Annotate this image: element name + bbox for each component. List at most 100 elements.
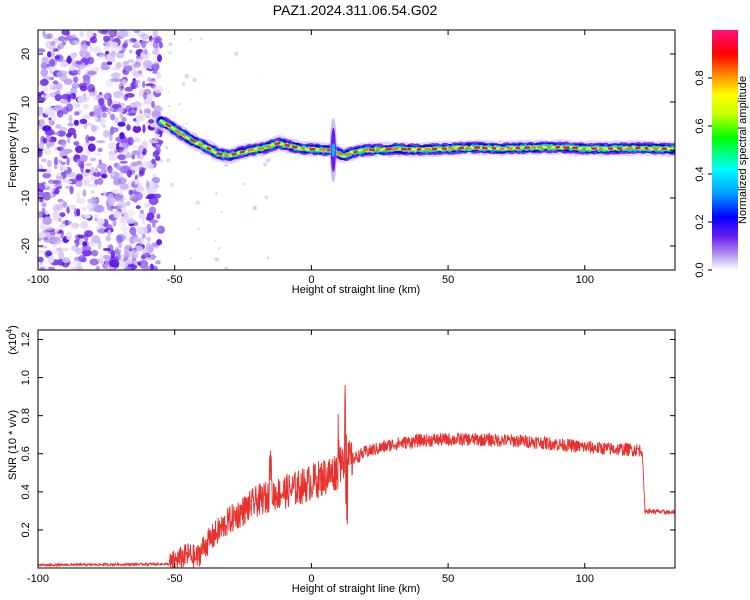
noise-blob [124, 65, 133, 72]
noise-blob [156, 72, 161, 79]
noise-blob [80, 85, 87, 91]
noise-blob [113, 220, 117, 226]
noise-blob [55, 94, 62, 101]
noise-blob [72, 83, 80, 89]
noise-blob [157, 54, 162, 62]
noise-blob [88, 198, 98, 204]
noise-blob [134, 179, 138, 185]
noise-blob [40, 119, 45, 126]
noise-blob [87, 71, 97, 75]
noise-blob [106, 236, 111, 242]
chart-title: PAZ1.2024.311.06.54.G02 [273, 2, 438, 18]
noise-blob [98, 98, 104, 106]
noise-blob [121, 207, 127, 212]
noise-blob [57, 45, 60, 52]
noise-blob [115, 117, 119, 124]
noise-blob [153, 193, 162, 198]
noise-blob [151, 254, 156, 260]
noise-blob [150, 181, 156, 188]
noise-blob [140, 227, 148, 234]
x-tick-label: 50 [442, 573, 454, 585]
y-tick-label: 0.6 [20, 446, 32, 461]
noise-blob [122, 143, 127, 148]
ridge-peak [241, 152, 244, 153]
noise-blob [66, 157, 69, 165]
spike-blob [332, 143, 336, 157]
noise-blob [74, 208, 77, 217]
noise-blob [60, 145, 65, 150]
noise-blob [103, 36, 110, 42]
noise-blob [133, 261, 138, 265]
noise-blob [94, 205, 104, 213]
noise-blob [59, 160, 62, 164]
noise-blob [98, 148, 103, 152]
noise-blob [141, 161, 151, 168]
noise-blob [127, 220, 136, 224]
noise-blob [80, 44, 89, 49]
noise-blob [242, 183, 245, 186]
noise-blob [266, 158, 271, 163]
noise-blob [267, 256, 270, 259]
ridge-peak [293, 147, 297, 148]
noise-blob [108, 109, 112, 115]
y-tick-label: 10 [20, 96, 32, 108]
noise-blob [74, 120, 79, 126]
noise-blob [108, 229, 112, 236]
noise-blob [58, 36, 66, 41]
noise-blob [79, 31, 84, 37]
noise-blob [65, 220, 69, 226]
noise-blob [72, 40, 75, 44]
noise-blob [118, 177, 127, 184]
noise-blob [36, 125, 43, 130]
noise-blob [84, 214, 91, 218]
noise-blob [79, 161, 85, 169]
noise-blob [134, 42, 139, 47]
noise-blob [39, 142, 44, 150]
noise-blob [261, 74, 263, 76]
noise-blob [57, 71, 63, 77]
colorbar-gradient [712, 30, 738, 270]
y-tick-label: 0 [20, 147, 32, 153]
noise-blob [88, 144, 96, 152]
noise-blob [117, 154, 126, 160]
noise-blob [42, 203, 47, 208]
y-tick-label: 0.4 [20, 484, 32, 499]
x-tick-label: -50 [167, 573, 183, 585]
noise-blob [168, 51, 171, 54]
noise-blob [200, 37, 203, 40]
noise-blob [42, 208, 46, 216]
noise-blob [124, 251, 130, 259]
noise-blob [94, 153, 101, 156]
noise-blob [50, 236, 60, 242]
spectrogram-y-label: Frequency (Hz) [7, 112, 19, 188]
y-tick-label: -10 [20, 190, 32, 206]
noise-blob [140, 33, 149, 39]
noise-blob [129, 227, 136, 235]
noise-blob [127, 137, 132, 144]
noise-blob [127, 113, 136, 116]
noise-blob [98, 27, 108, 34]
noise-blob [42, 217, 52, 225]
y-tick-label: 0.2 [20, 522, 32, 537]
y-tick-label: 0.8 [20, 408, 32, 423]
noise-blob [168, 105, 170, 107]
noise-blob [139, 167, 145, 174]
noise-blob [82, 246, 92, 251]
noise-blob [182, 82, 185, 85]
noise-blob [137, 192, 143, 201]
noise-blob [40, 266, 44, 271]
colorbar-tick-label: 0.8 [694, 70, 706, 85]
noise-blob [168, 91, 170, 93]
noise-blob [42, 125, 51, 131]
noise-blob [66, 232, 72, 240]
noise-blob [142, 124, 145, 133]
noise-blob [155, 157, 161, 161]
noise-blob [55, 55, 60, 59]
noise-blob [91, 190, 95, 194]
noise-blob [118, 107, 123, 113]
noise-blob [56, 227, 59, 232]
noise-blob [145, 83, 154, 86]
noise-blob [61, 248, 70, 251]
noise-blob [152, 266, 158, 272]
